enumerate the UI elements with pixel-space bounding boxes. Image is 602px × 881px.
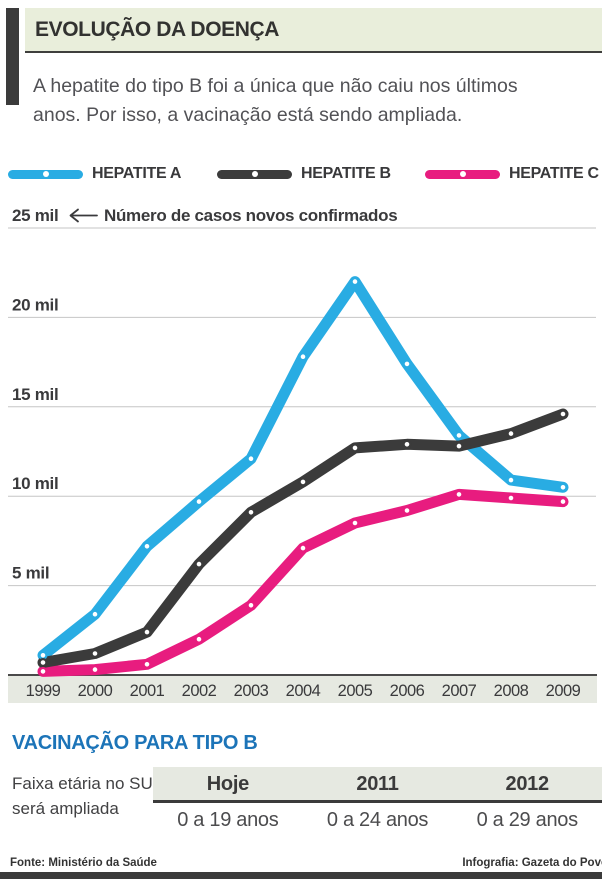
year-label: 2001 — [130, 682, 165, 700]
legend-label: HEPATITE C — [509, 165, 599, 182]
column-header: 2011 — [356, 773, 399, 795]
legend-label: HEPATITE A — [92, 165, 182, 182]
data-point-marker — [90, 665, 100, 675]
data-point-marker — [142, 541, 152, 551]
y-tick-label: 20 mil — [12, 295, 58, 314]
subtitle: A hepatite do tipo B foi a única que não… — [33, 72, 598, 130]
age-range-value: 0 a 29 anos — [476, 809, 579, 831]
vaccination-heading: VACINAÇÃO PARA TIPO B — [12, 732, 258, 754]
data-point-marker — [558, 497, 568, 507]
data-point-marker — [246, 454, 256, 464]
data-point-marker — [38, 666, 48, 676]
data-point-marker — [350, 518, 360, 528]
vaccination-note-line-2: será ampliada — [12, 799, 119, 818]
data-point-marker — [402, 439, 412, 449]
legend-item-hepatite-c: HEPATITE C — [425, 163, 599, 185]
year-label: 1999 — [26, 682, 61, 700]
subtitle-line-1: A hepatite do tipo B foi a única que não… — [33, 75, 518, 97]
vaccination-note-line-1: Faixa etária no SUS — [12, 774, 165, 793]
year-label: 2008 — [494, 682, 529, 700]
data-point-marker — [38, 650, 48, 660]
data-point-marker — [506, 429, 516, 439]
data-point-marker — [246, 507, 256, 517]
chart-legend: HEPATITE A HEPATITE B HEPATITE C — [0, 163, 602, 185]
swatch-dot-icon — [459, 171, 466, 177]
data-point-marker — [454, 489, 464, 499]
data-point-marker — [90, 609, 100, 619]
y-tick-label: 10 mil — [12, 474, 58, 493]
infographic-credit: Infografia: Gazeta do Povo — [462, 857, 602, 869]
age-range-value: 0 a 24 anos — [326, 809, 429, 831]
line-swatch-b-icon — [217, 169, 292, 179]
data-point-marker — [402, 506, 412, 516]
header: EVOLUÇÃO DA DOENÇA — [25, 8, 602, 53]
series-line-hepatite-a — [37, 276, 569, 661]
year-label: 2009 — [546, 682, 581, 700]
y-tick-label: 15 mil — [12, 385, 58, 404]
data-point-marker — [298, 477, 308, 487]
line-swatch-c-icon — [425, 169, 500, 179]
vaccination-table-header-row: Hoje 2011 2012 — [153, 767, 602, 803]
year-label: 2000 — [78, 682, 113, 700]
vaccination-table: Hoje 2011 2012 0 a 19 anos 0 a 24 anos 0… — [153, 767, 602, 835]
swatch-dot-icon — [42, 171, 49, 177]
legend-item-hepatite-b: HEPATITE B — [217, 163, 391, 185]
year-label: 2007 — [442, 682, 477, 700]
data-point-marker — [558, 409, 568, 419]
data-point-marker — [194, 497, 204, 507]
swatch-dot-icon — [251, 171, 258, 177]
data-point-marker — [90, 649, 100, 659]
page-title: EVOLUÇÃO DA DOENÇA — [35, 18, 280, 41]
data-point-marker — [558, 482, 568, 492]
column-header: 2012 — [505, 773, 550, 795]
column-header: Hoje — [206, 773, 249, 795]
data-point-marker — [454, 441, 464, 451]
data-point-marker — [246, 600, 256, 610]
y-axis-title: Número de casos novos confirmados — [104, 206, 397, 225]
data-point-marker — [194, 559, 204, 569]
vaccination-table-value-row: 0 a 19 anos 0 a 24 anos 0 a 29 anos — [153, 805, 602, 835]
age-range-value: 0 a 19 anos — [177, 809, 279, 831]
data-point-marker — [506, 493, 516, 503]
year-label: 2005 — [338, 682, 373, 700]
source-credit: Fonte: Ministério da Saúde — [10, 857, 157, 869]
data-point-marker — [194, 634, 204, 644]
data-point-marker — [298, 543, 308, 553]
line-swatch-a-icon — [8, 169, 83, 179]
year-label: 2003 — [234, 682, 269, 700]
data-point-marker — [350, 277, 360, 287]
data-point-marker — [142, 627, 152, 637]
data-point-marker — [402, 359, 412, 369]
data-point-marker — [298, 352, 308, 362]
data-point-marker — [454, 430, 464, 440]
data-point-marker — [506, 475, 516, 485]
legend-item-hepatite-a: HEPATITE A — [8, 163, 181, 185]
bottom-divider-bar — [0, 872, 602, 879]
data-point-marker — [38, 658, 48, 668]
data-point-marker — [142, 659, 152, 669]
data-point-marker — [350, 443, 360, 453]
subtitle-line-2: anos. Por isso, a vacinação está sendo a… — [33, 104, 463, 126]
y-tick-label: 25 mil — [12, 206, 58, 225]
x-axis-band — [8, 676, 597, 703]
year-label: 2004 — [286, 682, 321, 700]
y-tick-label: 5 mil — [12, 564, 49, 583]
year-label: 2006 — [390, 682, 425, 700]
left-arrow-icon — [69, 208, 98, 223]
header-accent-bar — [6, 8, 19, 105]
year-label: 2002 — [182, 682, 217, 700]
hepatitis-trend-chart: 25 mil 20 mil 15 mil 10 mil 5 mil Número de c… — [8, 206, 597, 703]
vaccination-note: Faixa etária no SUS será ampliada — [12, 771, 164, 821]
legend-label: HEPATITE B — [301, 165, 391, 182]
